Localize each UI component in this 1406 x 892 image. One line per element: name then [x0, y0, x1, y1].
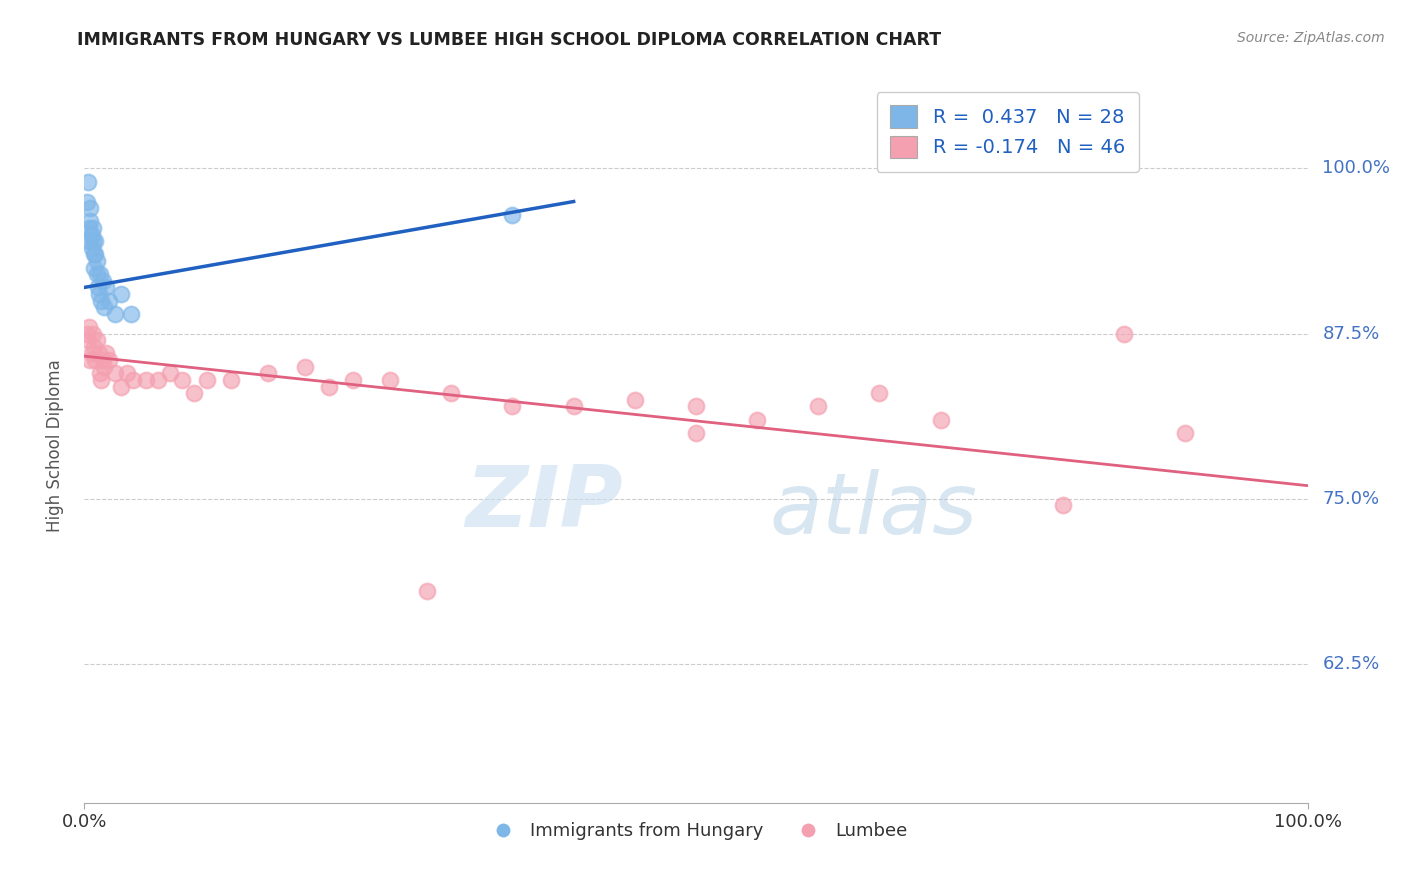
Point [77, 221, 100, 235]
Point [110, 379, 132, 393]
Point [86, 254, 108, 268]
Point [83, 340, 105, 354]
Point [807, 400, 830, 414]
Point [869, 386, 891, 401]
Point [318, 379, 340, 393]
Point [82, 326, 104, 341]
Point [93, 300, 115, 314]
Point [502, 208, 524, 222]
Point [87, 346, 110, 360]
Point [342, 373, 364, 387]
Legend: Immigrants from Hungary, Lumbee: Immigrants from Hungary, Lumbee [477, 815, 915, 847]
Point [76, 194, 98, 209]
Point [79, 353, 101, 368]
Text: atlas: atlas [769, 468, 977, 552]
Point [685, 425, 707, 440]
Point [159, 367, 181, 381]
Text: ZIP: ZIP [465, 461, 623, 545]
Point [86, 267, 108, 281]
Point [96, 280, 118, 294]
Point [77, 175, 100, 189]
Point [80, 346, 103, 360]
Point [104, 367, 127, 381]
Point [90, 373, 112, 387]
Text: 62.5%: 62.5% [1322, 655, 1379, 673]
Point [747, 412, 769, 426]
Point [120, 307, 142, 321]
Point [562, 400, 585, 414]
Point [83, 260, 105, 275]
Point [110, 287, 132, 301]
Text: 75.0%: 75.0% [1322, 490, 1379, 508]
Point [79, 201, 101, 215]
Point [90, 293, 112, 308]
Text: IMMIGRANTS FROM HUNGARY VS LUMBEE HIGH SCHOOL DIPLOMA CORRELATION CHART: IMMIGRANTS FROM HUNGARY VS LUMBEE HIGH S… [77, 31, 942, 49]
Point [146, 373, 169, 387]
Y-axis label: High School Diploma: High School Diploma [45, 359, 63, 533]
Point [380, 373, 402, 387]
Point [83, 247, 105, 261]
Point [257, 367, 280, 381]
Point [77, 234, 100, 248]
Point [416, 584, 439, 599]
Point [1174, 425, 1197, 440]
Point [440, 386, 463, 401]
Text: 87.5%: 87.5% [1322, 325, 1379, 343]
Point [1052, 499, 1074, 513]
Point [685, 400, 707, 414]
Point [97, 293, 120, 308]
Point [76, 326, 98, 341]
Point [135, 373, 157, 387]
Text: 100.0%: 100.0% [1322, 160, 1391, 178]
Point [624, 392, 647, 407]
Point [91, 274, 114, 288]
Point [84, 234, 107, 248]
Point [82, 221, 104, 235]
Point [219, 373, 242, 387]
Point [1114, 326, 1136, 341]
Point [115, 367, 138, 381]
Point [195, 373, 218, 387]
Point [122, 373, 145, 387]
Point [77, 320, 100, 334]
Point [87, 287, 110, 301]
Point [89, 367, 111, 381]
Point [80, 227, 103, 242]
Point [183, 386, 205, 401]
Point [104, 307, 127, 321]
Point [929, 412, 952, 426]
Text: Source: ZipAtlas.com: Source: ZipAtlas.com [1237, 31, 1385, 45]
Point [84, 247, 107, 261]
Point [86, 333, 108, 347]
Point [502, 400, 524, 414]
Point [87, 280, 110, 294]
Point [80, 241, 103, 255]
Point [97, 353, 120, 368]
Point [77, 333, 100, 347]
Point [93, 359, 115, 374]
Point [91, 353, 114, 368]
Point [89, 267, 111, 281]
Point [79, 214, 101, 228]
Point [84, 353, 107, 368]
Point [82, 234, 104, 248]
Point [96, 346, 118, 360]
Point [172, 373, 194, 387]
Point [294, 359, 316, 374]
